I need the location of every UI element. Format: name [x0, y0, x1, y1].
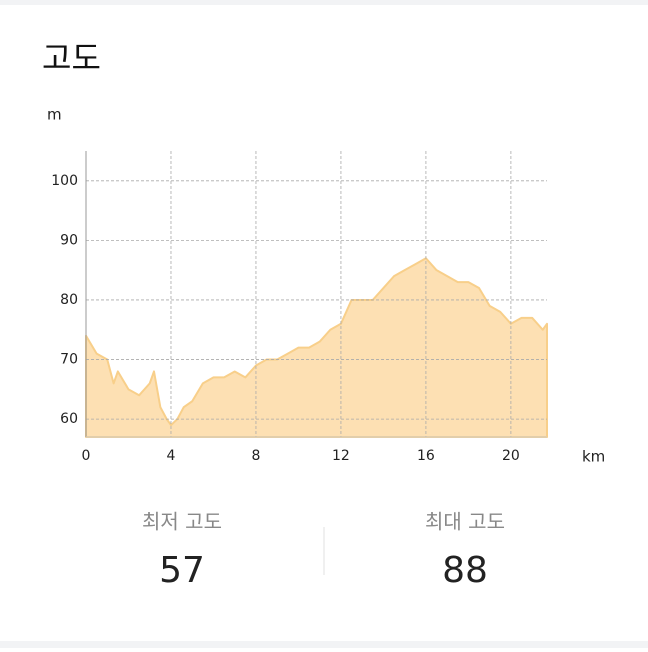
x-tick-label: 20 — [502, 448, 520, 464]
x-tick-label: 16 — [417, 448, 435, 464]
stat-label: 최대 고도 — [425, 510, 505, 534]
bottom-strip — [0, 641, 648, 648]
elevation-area — [85, 257, 548, 438]
x-tick-label: 8 — [251, 448, 260, 464]
title: 고도 — [42, 39, 101, 77]
stat-value: 88 — [442, 550, 488, 591]
y-tick-label: 70 — [60, 352, 78, 368]
y-tick-label: 60 — [60, 411, 78, 427]
y-tick-label: 90 — [60, 232, 78, 248]
x-axis-label: km — [582, 448, 605, 466]
x-tick-label: 12 — [332, 448, 350, 464]
plot: 60 70 80 90 100 0 4 8 12 16 20 — [51, 151, 548, 464]
y-axis-label: m — [47, 106, 62, 124]
x-tick-label: 4 — [167, 448, 176, 464]
top-strip — [0, 0, 648, 5]
stat-value: 57 — [159, 550, 205, 591]
x-tick-label: 0 — [82, 448, 91, 464]
stat-label: 최저 고도 — [142, 510, 222, 534]
y-tick-label: 80 — [60, 292, 78, 308]
y-tick-label: 100 — [51, 173, 78, 189]
